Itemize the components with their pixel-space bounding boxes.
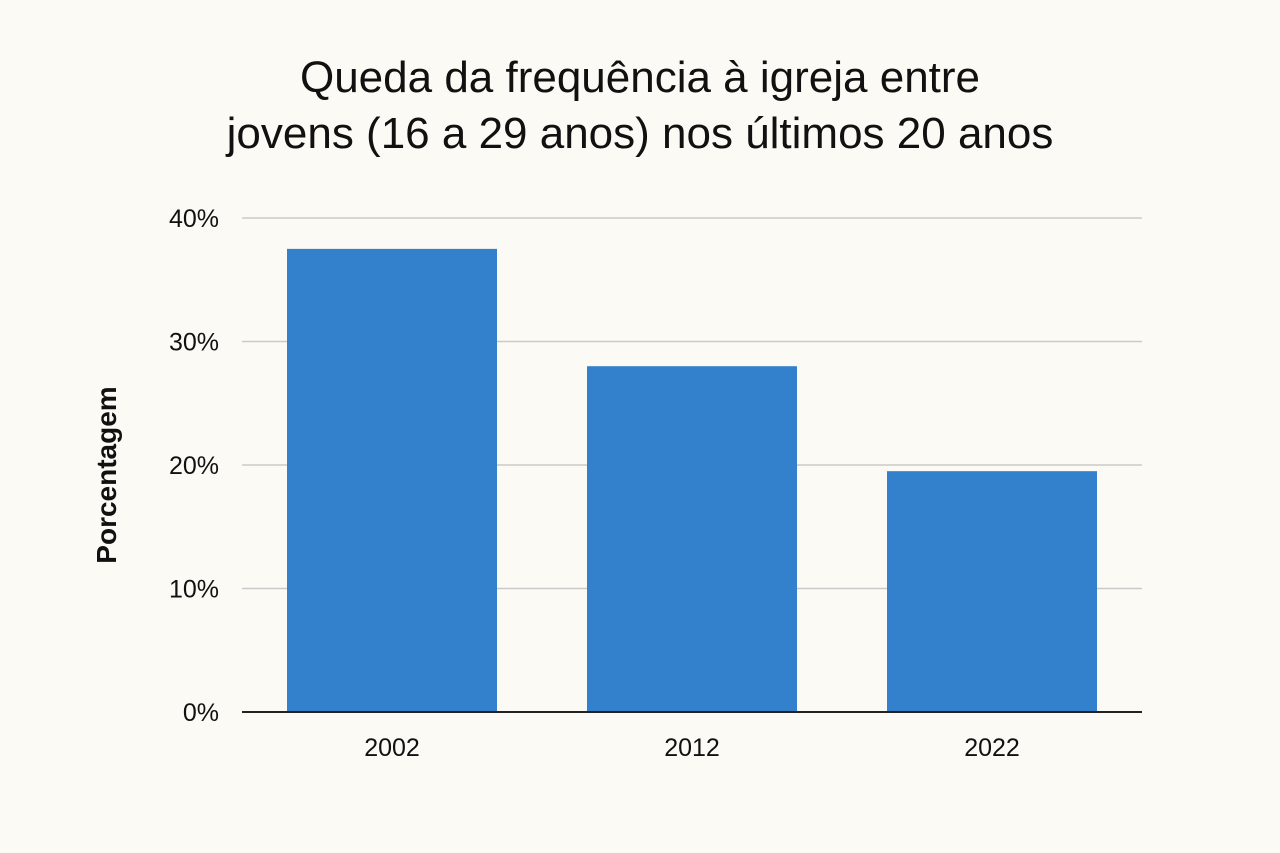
chart-title-line-1: Queda da frequência à igreja entre: [299, 53, 981, 102]
x-tick-label: 2002: [364, 734, 420, 762]
bar-2022: [887, 471, 1097, 712]
y-tick-label: 20%: [169, 452, 219, 480]
tick-labels: 0% 10% 20% 30% 40% 2002 2012 2022: [169, 205, 1020, 762]
bar-2012: [587, 366, 797, 712]
chart-title-line-2: jovens (16 a 29 anos) nos últimos 20 ano…: [226, 109, 1054, 158]
chart-title: Queda da frequência à igreja entre joven…: [0, 50, 1280, 162]
x-tick-label: 2022: [964, 734, 1020, 762]
y-tick-label: 0%: [183, 699, 219, 727]
y-tick-label: 10%: [169, 576, 219, 604]
y-axis-label: Porcentagem: [91, 386, 122, 563]
bars: [287, 248, 1097, 712]
y-tick-label: 30%: [169, 329, 219, 357]
y-tick-label: 40%: [169, 205, 219, 233]
bar-2002: [287, 248, 497, 712]
x-tick-label: 2012: [664, 734, 720, 762]
